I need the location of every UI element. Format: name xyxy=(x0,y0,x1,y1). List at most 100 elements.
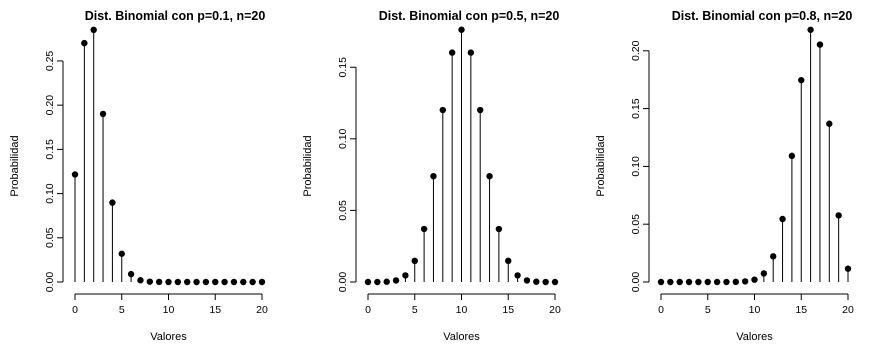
data-point xyxy=(667,278,674,286)
data-point xyxy=(165,278,172,286)
x-tick-label: 5 xyxy=(412,304,418,316)
x-tick-label: 20 xyxy=(549,304,561,316)
data-point xyxy=(477,106,484,114)
data-point xyxy=(127,270,135,278)
data-point xyxy=(713,278,721,286)
y-tick-label: 0.15 xyxy=(44,139,56,160)
data-point xyxy=(732,278,739,286)
data-point xyxy=(685,278,693,286)
data-point xyxy=(551,278,559,286)
data-point xyxy=(788,152,796,160)
y-tick-label: 0.25 xyxy=(44,51,56,72)
data-point xyxy=(741,278,749,285)
data-point xyxy=(411,257,418,265)
x-tick-label: 20 xyxy=(842,304,854,316)
x-tick-label: 10 xyxy=(163,304,175,316)
data-point xyxy=(364,278,372,286)
y-axis-label: Probabilidad xyxy=(302,135,314,196)
x-axis-label: Valores xyxy=(150,331,187,343)
data-point xyxy=(448,49,456,56)
data-point xyxy=(430,172,437,180)
chart-title: Dist. Binomial con p=0.1, n=20 xyxy=(85,9,266,23)
data-point xyxy=(184,278,191,286)
data-point xyxy=(221,278,228,286)
panel-2: Dist. Binomial con p=0.5, n=20 0 5 10 15 20 0.… xyxy=(302,9,561,343)
x-tick-label: 5 xyxy=(119,304,125,316)
data-point xyxy=(240,278,247,286)
data-point xyxy=(807,26,814,33)
data-point xyxy=(146,278,153,285)
y-tick-label: 0.00 xyxy=(44,272,56,293)
data-point xyxy=(458,26,465,33)
data-point xyxy=(657,278,665,286)
data-point xyxy=(542,278,549,286)
x-tick-label: 0 xyxy=(658,304,664,316)
data-point xyxy=(826,120,833,127)
data-point xyxy=(523,277,531,284)
y-tick-label: 0.20 xyxy=(630,40,642,61)
data-point xyxy=(676,278,683,286)
y-tick-label: 0.10 xyxy=(337,128,349,149)
data-point xyxy=(798,76,805,84)
data-point xyxy=(258,278,266,286)
y-tick-label: 0.15 xyxy=(337,57,349,78)
x-tick-label: 10 xyxy=(456,304,468,316)
x-tick-label: 0 xyxy=(72,304,78,316)
chart-title: Dist. Binomial con p=0.5, n=20 xyxy=(379,9,560,23)
x-tick-label: 5 xyxy=(705,304,711,316)
x-axis-label: Valores xyxy=(736,331,773,343)
y-tick-label: 0.05 xyxy=(337,200,349,221)
chart-title: Dist. Binomial con p=0.8, n=20 xyxy=(672,9,853,23)
y-tick-label: 0.10 xyxy=(630,156,642,177)
panel-1: Dist. Binomial con p=0.1, n=20 0 5 10 15 20 0.… xyxy=(9,9,268,343)
x-tick-label: 15 xyxy=(795,304,807,316)
data-point xyxy=(844,265,852,272)
data-point xyxy=(695,278,702,286)
y-tick-label: 0.10 xyxy=(44,183,56,204)
data-point xyxy=(439,106,446,114)
data-point xyxy=(420,225,428,233)
data-point xyxy=(467,49,475,56)
x-axis-label: Valores xyxy=(443,331,480,343)
data-point xyxy=(174,278,182,286)
data-point xyxy=(402,272,409,279)
y-axis-label: Probabilidad xyxy=(595,135,607,196)
data-point xyxy=(392,277,400,284)
data-point xyxy=(835,212,842,219)
data-point xyxy=(383,278,390,285)
data-point xyxy=(495,225,503,233)
data-point xyxy=(90,26,97,34)
y-tick-label: 0.20 xyxy=(44,95,56,116)
data-point xyxy=(193,278,200,286)
data-point xyxy=(155,278,163,286)
data-point xyxy=(770,253,777,260)
x-tick-label: 10 xyxy=(749,304,761,316)
data-point xyxy=(212,278,219,286)
data-point xyxy=(751,276,758,283)
x-tick-label: 15 xyxy=(502,304,514,316)
x-tick-label: 0 xyxy=(365,304,371,316)
data-point xyxy=(118,250,125,257)
data-point xyxy=(514,272,521,279)
data-point xyxy=(230,278,238,286)
data-point xyxy=(81,39,88,47)
y-tick-label: 0.00 xyxy=(337,272,349,293)
data-point xyxy=(505,257,512,265)
data-point xyxy=(71,171,79,178)
data-point xyxy=(374,278,381,286)
x-tick-label: 15 xyxy=(209,304,221,316)
data-point xyxy=(202,278,210,286)
data-point xyxy=(137,277,144,284)
data-point xyxy=(109,199,116,206)
data-point xyxy=(723,278,730,286)
data-point xyxy=(533,278,540,285)
y-tick-label: 0.00 xyxy=(630,272,642,293)
y-tick-label: 0.05 xyxy=(44,227,56,248)
y-tick-label: 0.15 xyxy=(630,98,642,119)
data-point xyxy=(99,110,107,118)
panel-3: Dist. Binomial con p=0.8, n=20 0 5 10 15 20 0.… xyxy=(595,9,854,343)
data-point xyxy=(816,41,824,48)
y-tick-label: 0.05 xyxy=(630,214,642,235)
data-point xyxy=(760,270,768,277)
